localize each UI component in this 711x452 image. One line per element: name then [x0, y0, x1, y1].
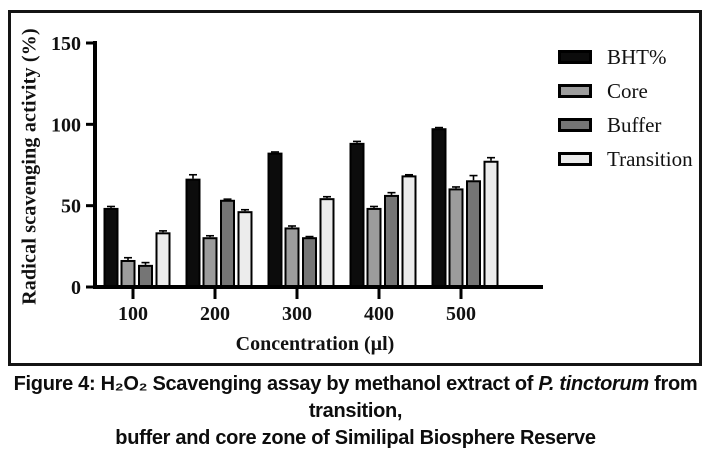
legend-label-bht: BHT% — [607, 44, 667, 69]
legend-item-core: Core — [558, 79, 693, 103]
caption-line-2: buffer and core zone of Similipal Biosph… — [115, 427, 596, 449]
legend-label-core: Core — [607, 78, 648, 103]
x-axis-title: Concentration (µl) — [235, 333, 395, 355]
legend-item-bht: BHT% — [558, 45, 693, 69]
legend-swatch-transition — [558, 152, 592, 166]
legend-swatch-buffer — [558, 118, 592, 132]
caption-text: from transition, — [308, 373, 698, 422]
legend-label-buffer: Buffer — [607, 112, 662, 137]
legend-item-buffer: Buffer — [558, 113, 693, 137]
legend-item-transition: Transition — [558, 147, 693, 171]
figure-caption: Figure 4: H₂O₂ Scavenging assay by metha… — [0, 371, 711, 452]
caption-text: Figure 4: H₂O₂ Scavenging assay by metha… — [13, 373, 539, 395]
legend-swatch-bht — [558, 50, 592, 64]
caption-species-name: P. tinctorum — [538, 373, 649, 395]
legend-swatch-core — [558, 84, 592, 98]
legend: BHT% Core Buffer Transition — [558, 45, 693, 185]
caption-line-1: Figure 4: H₂O₂ Scavenging assay by metha… — [0, 371, 711, 425]
y-axis-title: Radical scavenging activity (%) — [18, 28, 41, 305]
legend-label-transition: Transition — [607, 146, 693, 171]
